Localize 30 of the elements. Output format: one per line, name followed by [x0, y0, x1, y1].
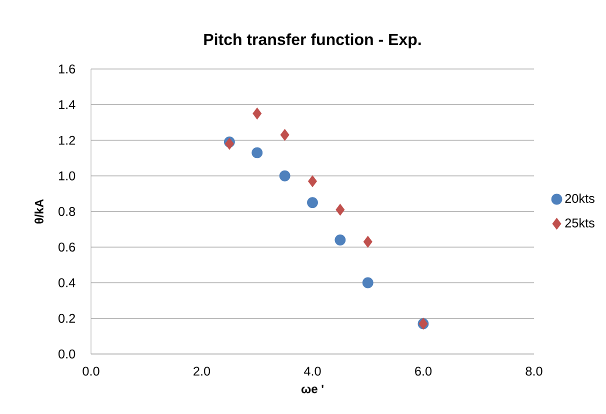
point: [279, 170, 290, 182]
y-tick-label: 1.0: [58, 171, 76, 180]
x-tick-label: 2.0: [194, 366, 210, 376]
x-tick-label: 4.0: [304, 366, 321, 376]
y-tick-label: 1.2: [58, 136, 75, 145]
point: [280, 129, 290, 141]
x-tick-label: 0.0: [82, 366, 100, 376]
y-tick-label: 1.4: [58, 100, 76, 109]
legend-label: 20kts: [565, 194, 594, 203]
point: [334, 234, 346, 246]
point: [363, 236, 372, 248]
legend-label: 25kts: [565, 218, 594, 228]
point: [252, 147, 263, 158]
point: [362, 277, 374, 288]
x-axis-title: ωe ': [301, 384, 324, 394]
y-tick-label: 0.4: [58, 278, 76, 288]
point: [308, 175, 317, 188]
point: [307, 197, 318, 208]
point: [224, 138, 234, 150]
point: [252, 108, 262, 120]
y-tick-label: 0.2: [58, 314, 75, 323]
point: [336, 204, 345, 216]
x-tick-label: 6.0: [415, 366, 432, 376]
x-tick-label: 8.0: [526, 366, 542, 376]
y-tick-label: 0.0: [58, 350, 76, 358]
y-tick-label: 0.6: [58, 242, 76, 252]
y-tick-label: 0.8: [58, 207, 76, 216]
chart-title: Pitch transfer function - Exp.: [204, 33, 421, 48]
y-tick-label: 1.6: [58, 64, 76, 74]
y-axis-title: θ/kA: [34, 199, 44, 224]
